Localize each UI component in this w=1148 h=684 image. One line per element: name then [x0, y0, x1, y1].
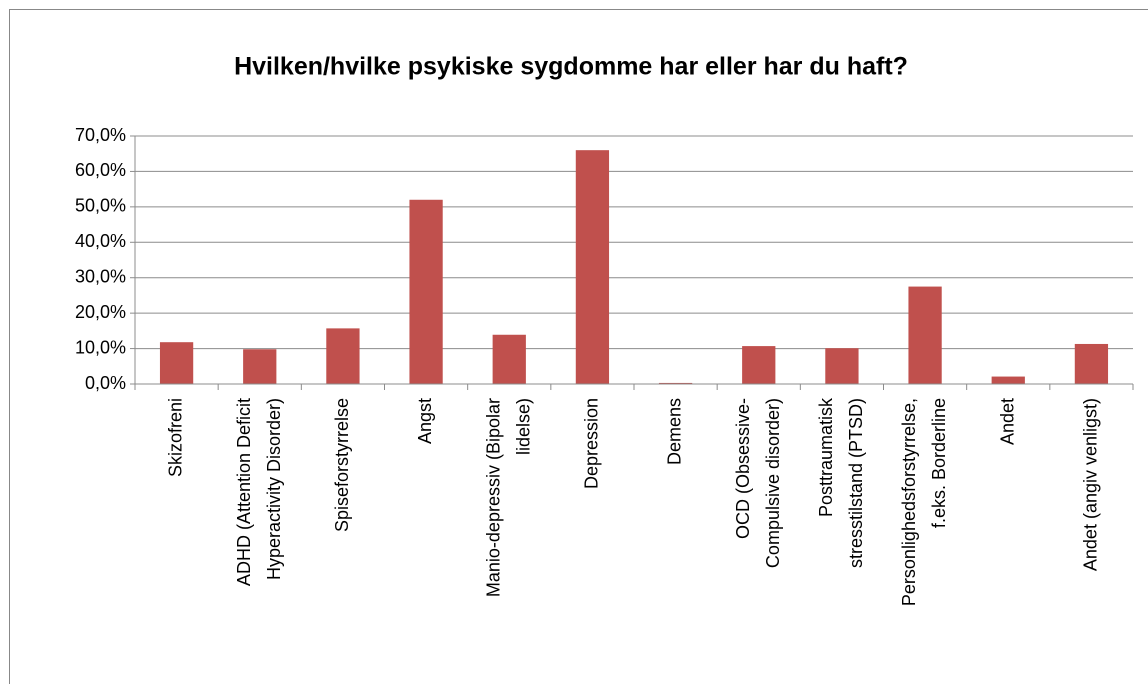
x-tick-label: OCD (Obsessive- Compulsive disorder)	[733, 398, 783, 568]
bar	[908, 286, 942, 384]
bar	[409, 199, 443, 384]
bar	[825, 348, 859, 384]
x-tick-label: Demens	[664, 398, 684, 465]
x-tick-label: Andet (angiv venligst)	[1080, 398, 1100, 571]
chart-title: Hvilken/hvilke psykiske sygdomme har ell…	[234, 53, 908, 81]
y-tick-label: 0,0%	[85, 373, 126, 393]
x-tick-label: ADHD (Attention Deficit Hyperactivity Dis…	[234, 398, 284, 586]
x-tick-label: Posttraumatisk stresstilstand (PTSD)	[816, 397, 866, 568]
y-tick-label: 60,0%	[75, 160, 126, 180]
x-tick-label: Skizofreni	[165, 398, 185, 477]
y-tick-label: 20,0%	[75, 302, 126, 322]
y-tick-label: 40,0%	[75, 231, 126, 251]
x-tick-label: Angst	[415, 398, 435, 444]
y-tick-label: 50,0%	[75, 196, 126, 216]
bar	[575, 150, 610, 384]
x-tick-label: Manio-depressiv (Bipolar lidelse)	[483, 398, 533, 597]
y-tick-label: 30,0%	[75, 266, 126, 286]
bar	[991, 376, 1025, 384]
bar	[1074, 343, 1109, 384]
y-tick-label: 70,0%	[75, 125, 126, 145]
y-tick-label: 10,0%	[75, 337, 126, 357]
x-tick-label: Depression	[581, 398, 601, 489]
bar	[326, 328, 360, 384]
bar	[658, 382, 693, 384]
bar	[243, 349, 277, 384]
bar	[492, 334, 526, 384]
x-tick-label: Andet	[997, 398, 1017, 445]
bar	[159, 342, 194, 384]
x-tick-label: Spiseforstyrrelse	[332, 398, 352, 532]
bar	[742, 346, 776, 384]
x-tick-label: Personlighedsforstyrrelse, f.eks. Borderl…	[899, 398, 949, 606]
